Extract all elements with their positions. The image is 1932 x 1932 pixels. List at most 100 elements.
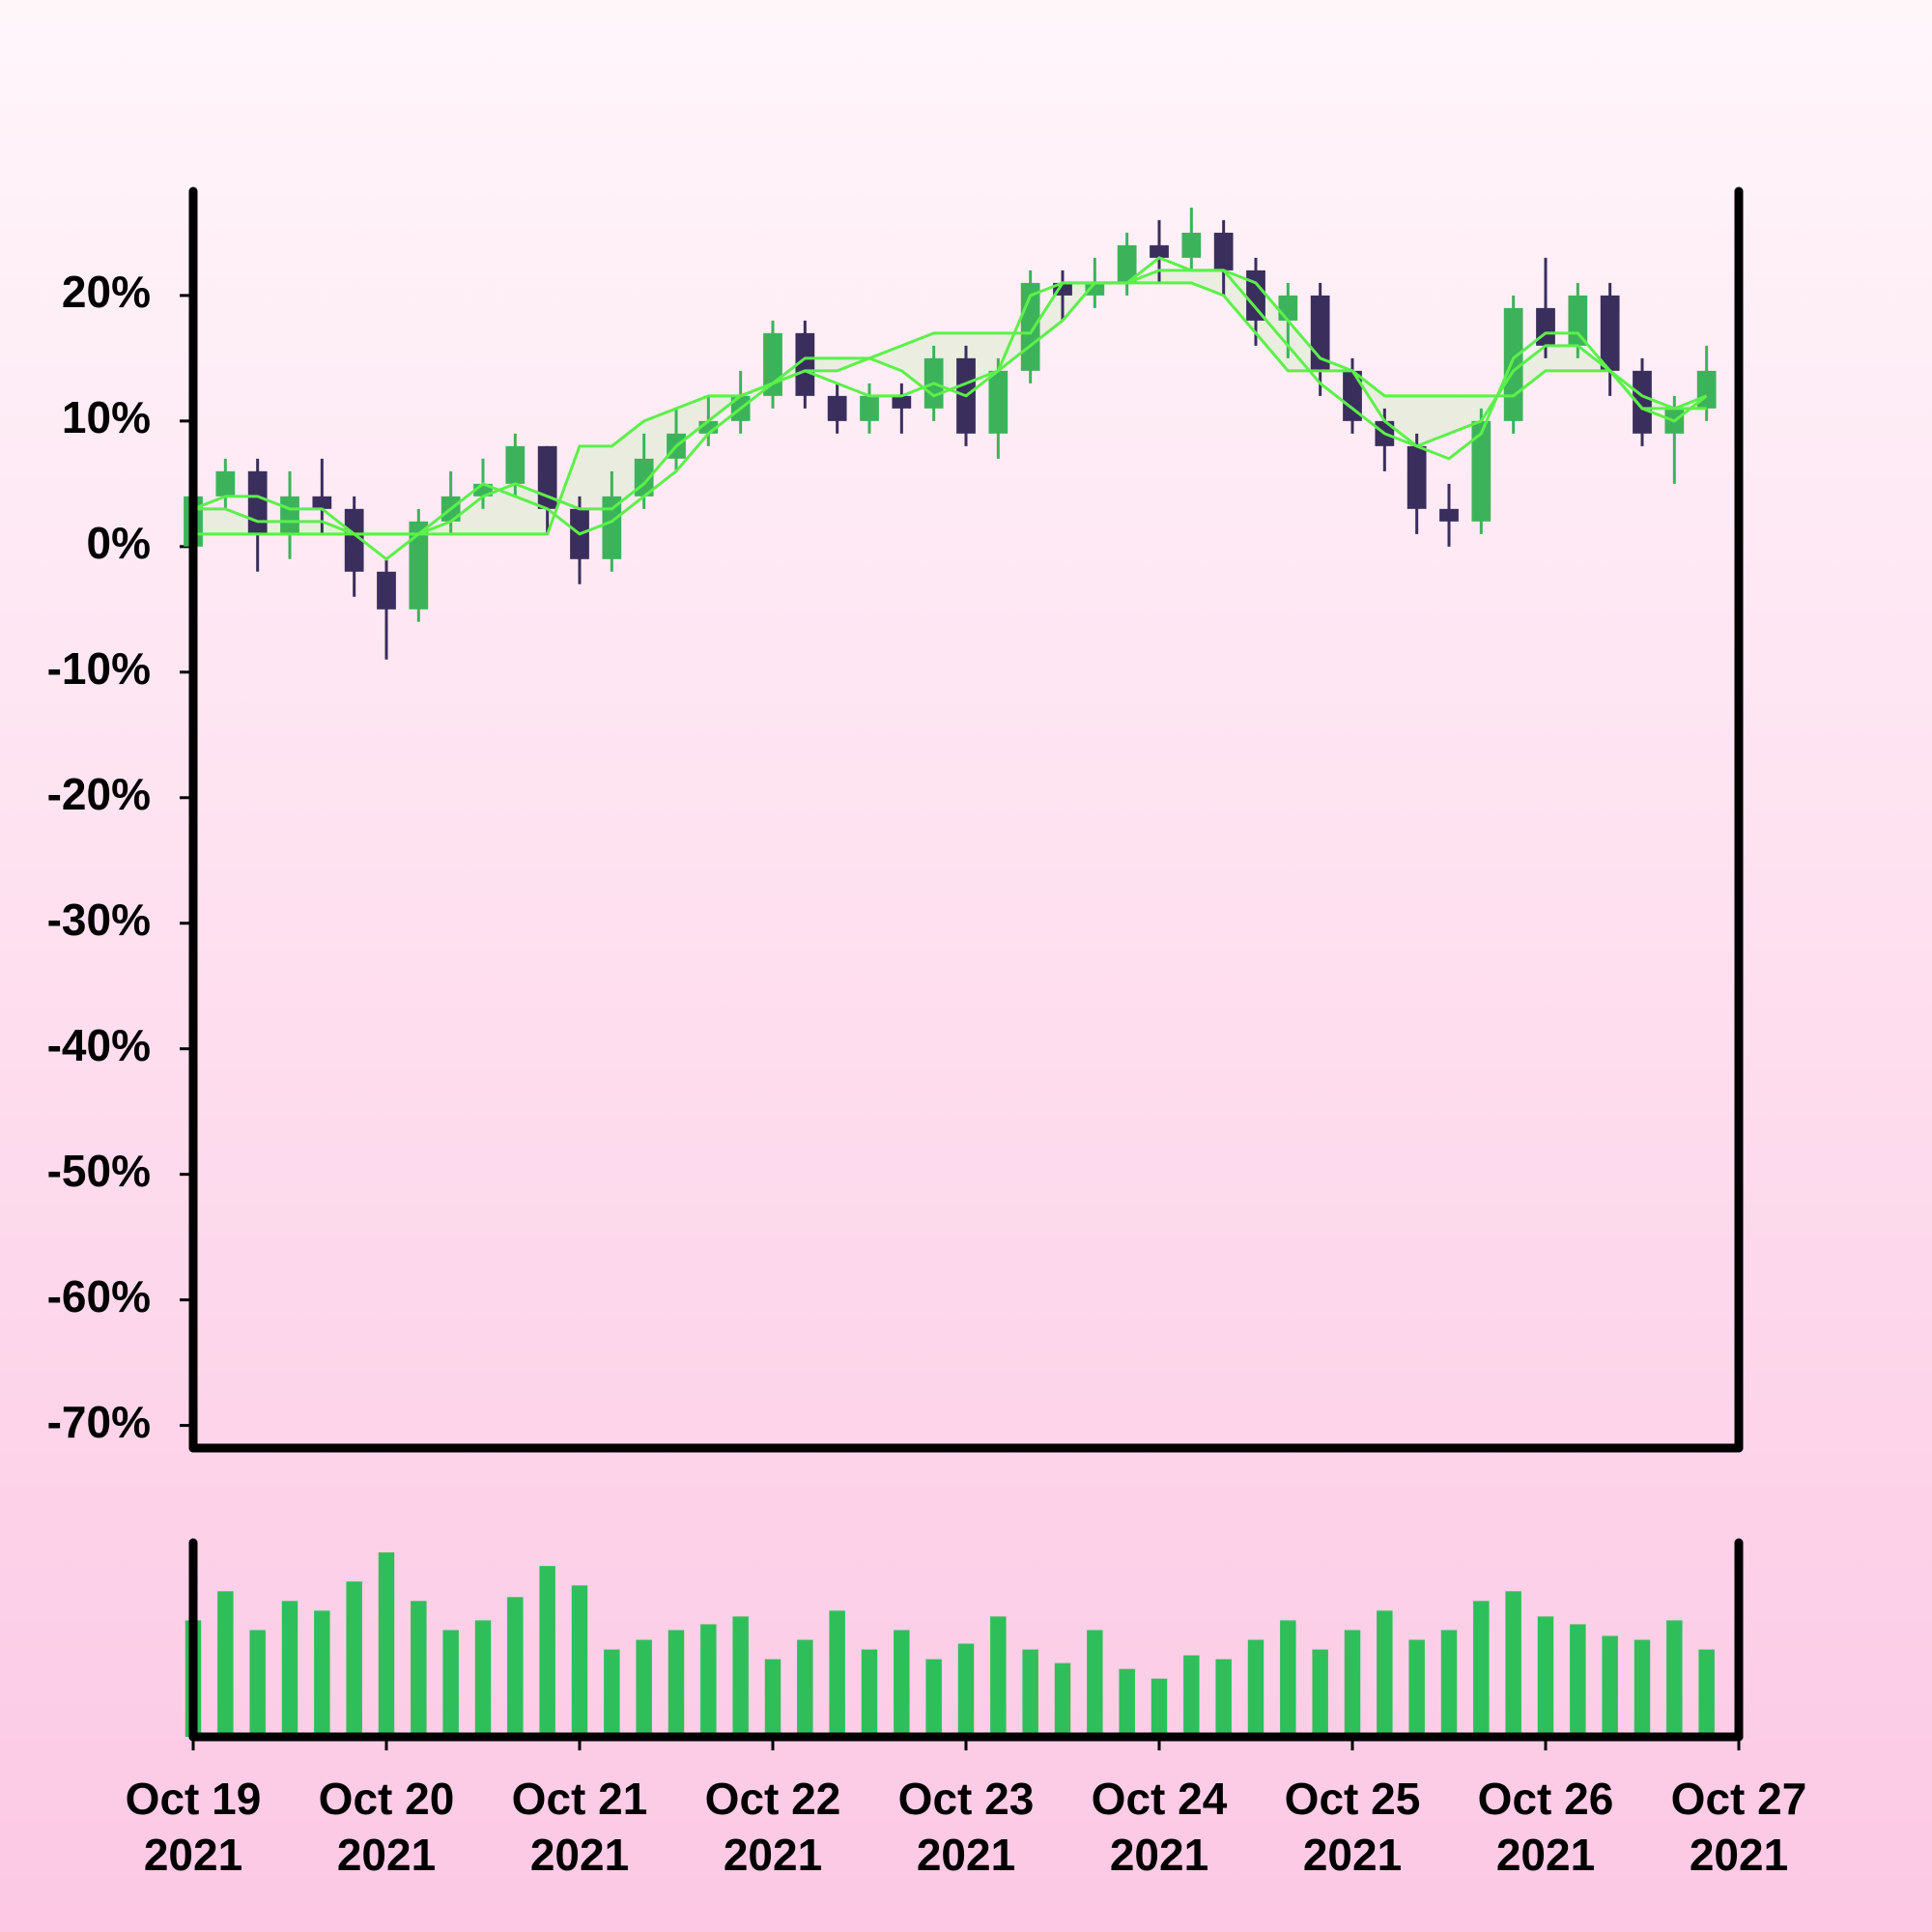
volume-bar <box>861 1649 878 1737</box>
volume-bar <box>1440 1630 1458 1737</box>
volume-bar <box>1666 1620 1683 1737</box>
volume-bar <box>1054 1662 1071 1737</box>
overlay-line <box>192 256 1708 561</box>
volume-bar <box>925 1659 942 1737</box>
volume-bar <box>829 1610 845 1737</box>
x-tick-label: Oct 21 <box>512 1774 648 1824</box>
volume-bar <box>1022 1649 1038 1737</box>
volume-bar <box>1570 1624 1586 1737</box>
candle-body <box>215 470 236 497</box>
volume-bar <box>1602 1635 1618 1737</box>
volume-bar <box>1505 1591 1521 1737</box>
volume-bar <box>1344 1630 1361 1737</box>
candle-body <box>280 496 299 534</box>
volume-bar <box>1119 1668 1135 1737</box>
volume-bar <box>1377 1610 1393 1737</box>
x-tick-label: 2021 <box>1303 1830 1402 1880</box>
volume-bar <box>1247 1639 1264 1737</box>
volume-bar <box>797 1639 813 1737</box>
x-tick-label: Oct 27 <box>1671 1774 1807 1824</box>
candle-body <box>344 508 364 572</box>
candle-body <box>247 470 268 534</box>
volume-bar <box>249 1630 266 1737</box>
volume-bar <box>636 1639 652 1737</box>
candle-body <box>1150 244 1169 258</box>
x-tick-label: Oct 26 <box>1478 1774 1614 1824</box>
volume-bar <box>411 1601 427 1737</box>
y-tick-label: -70% <box>47 1397 151 1447</box>
volume-bar <box>668 1630 685 1737</box>
x-tick-label: 2021 <box>144 1830 242 1880</box>
volume-bar <box>1408 1639 1425 1737</box>
volume-bar <box>1537 1616 1554 1737</box>
volume-bar <box>764 1659 781 1737</box>
volume-bar <box>474 1620 492 1737</box>
volume-bar <box>1151 1678 1168 1737</box>
volume-bar <box>1087 1630 1103 1737</box>
candle-body <box>1633 370 1652 434</box>
y-tick-label: 20% <box>62 267 151 317</box>
volume-bar <box>217 1591 234 1737</box>
x-tick-label: 2021 <box>1110 1830 1208 1880</box>
x-tick-label: Oct 19 <box>126 1774 262 1824</box>
candle-body <box>1181 232 1202 258</box>
volume-bar <box>378 1552 395 1737</box>
volume-bar <box>1280 1620 1296 1737</box>
volume-bar <box>539 1566 555 1737</box>
x-tick-label: Oct 24 <box>1092 1774 1228 1824</box>
candle-body <box>1278 295 1298 321</box>
y-tick-label: -30% <box>47 895 151 945</box>
candle-body <box>1439 508 1459 522</box>
candle-body <box>409 521 429 610</box>
y-tick-label: 0% <box>87 518 151 568</box>
candle-body <box>1343 370 1362 421</box>
volume-bar <box>990 1616 1007 1737</box>
candle-body <box>505 445 526 484</box>
candle-body <box>988 370 1009 434</box>
candle-body <box>1213 232 1234 270</box>
volume-bar <box>894 1630 910 1737</box>
candle-body <box>1085 282 1105 296</box>
y-tick-label: -20% <box>47 769 151 819</box>
candle-body <box>602 496 622 559</box>
x-tick-label: Oct 25 <box>1285 1774 1421 1824</box>
volume-bar <box>507 1597 524 1737</box>
y-tick-label: -10% <box>47 643 151 694</box>
x-tick-label: 2021 <box>724 1830 822 1880</box>
volume-bar <box>346 1581 362 1737</box>
y-tick-label: -60% <box>47 1271 151 1321</box>
volume-bar <box>314 1610 330 1737</box>
volume-bar <box>1634 1639 1651 1737</box>
x-tick-label: 2021 <box>1690 1830 1788 1880</box>
candle-body <box>860 395 879 421</box>
candle-body <box>1471 420 1492 522</box>
volume-bar <box>957 1643 975 1737</box>
y-tick-label: 10% <box>62 392 151 442</box>
x-tick-label: Oct 20 <box>319 1774 455 1824</box>
candle-body <box>1568 295 1588 346</box>
x-tick-label: 2021 <box>530 1830 629 1880</box>
volume-bar <box>442 1630 459 1737</box>
overlay-line <box>193 281 1707 536</box>
volume-bar <box>1698 1649 1715 1737</box>
x-tick-label: 2021 <box>337 1830 436 1880</box>
volume-bar <box>571 1585 588 1737</box>
volume-bar <box>1312 1649 1328 1737</box>
x-tick-label: Oct 22 <box>705 1774 841 1824</box>
cloud-fill <box>193 270 1707 534</box>
x-tick-label: 2021 <box>917 1830 1015 1880</box>
candle-body <box>377 571 396 610</box>
candle-body <box>827 395 847 421</box>
candle-body <box>1117 244 1137 283</box>
volume-bar <box>281 1601 298 1737</box>
candle-body <box>1246 270 1265 321</box>
volume-bar <box>1183 1655 1200 1737</box>
volume-bar <box>1473 1601 1490 1737</box>
volume-bar <box>732 1616 749 1737</box>
x-tick-label: Oct 23 <box>898 1774 1035 1824</box>
volume-bar <box>1215 1659 1232 1737</box>
candle-body <box>1406 445 1427 509</box>
candle-body <box>892 395 912 409</box>
candle-body <box>1600 295 1620 371</box>
